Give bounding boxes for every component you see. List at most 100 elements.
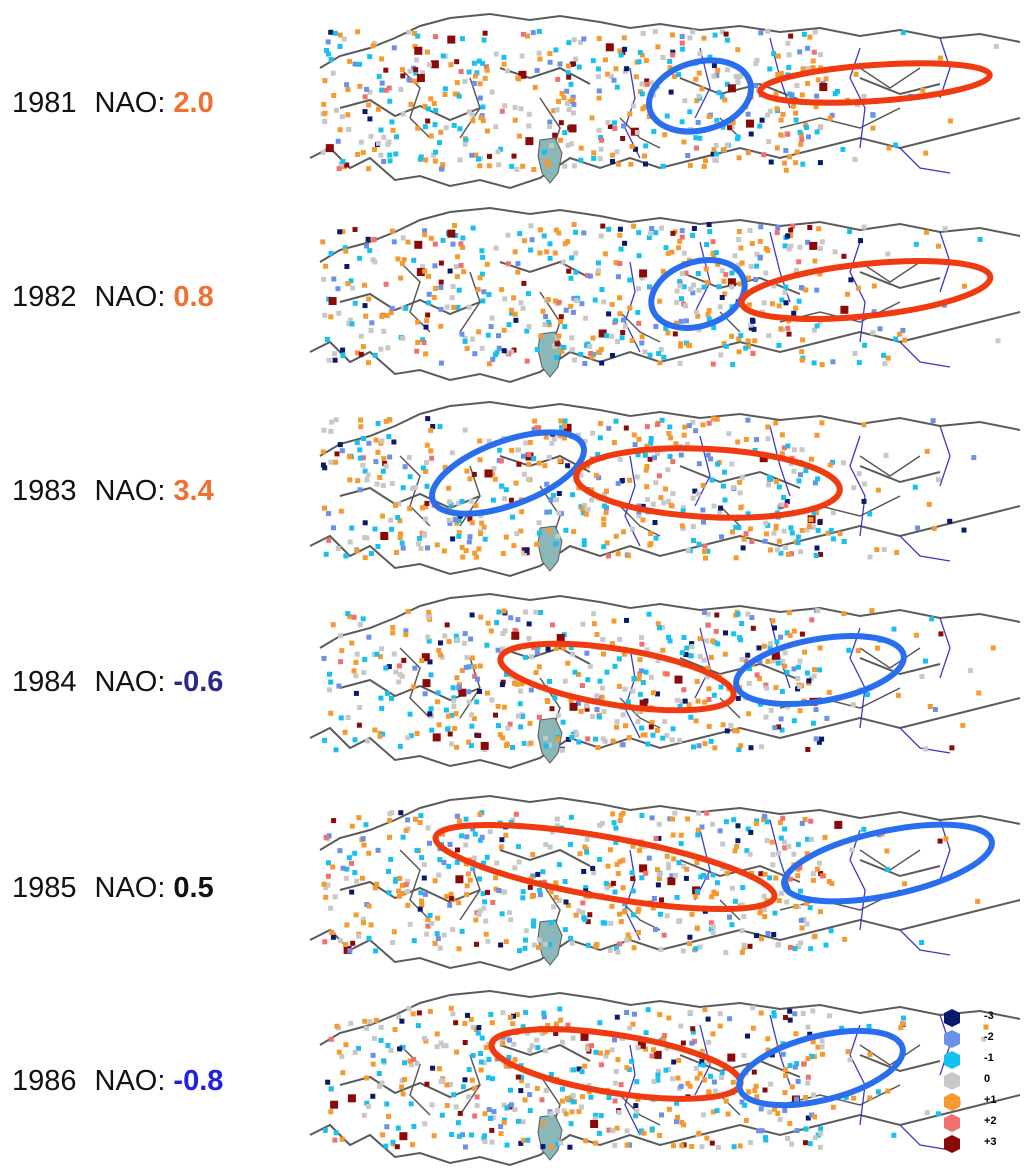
station-marker	[444, 622, 450, 628]
station-marker	[761, 817, 766, 823]
station-marker	[335, 546, 341, 551]
station-marker	[705, 622, 711, 628]
station-marker	[580, 1032, 589, 1041]
station-marker	[919, 674, 925, 679]
station-marker	[395, 256, 401, 262]
station-marker	[364, 86, 370, 92]
station-marker	[450, 685, 456, 691]
station-marker	[745, 417, 751, 423]
station-marker	[472, 550, 478, 556]
station-marker	[462, 78, 468, 84]
station-marker	[435, 690, 441, 696]
station-marker	[546, 454, 552, 460]
station-marker	[414, 57, 420, 63]
station-marker	[642, 452, 648, 458]
station-marker	[550, 622, 555, 628]
station-marker	[773, 420, 779, 426]
station-marker	[725, 67, 730, 73]
station-marker	[328, 251, 334, 256]
station-marker	[438, 279, 444, 285]
station-marker	[689, 911, 695, 917]
station-marker	[363, 1025, 369, 1031]
station-marker	[749, 870, 755, 876]
station-marker	[666, 634, 672, 640]
station-marker	[731, 817, 737, 823]
station-marker	[677, 279, 683, 285]
station-marker	[523, 1009, 529, 1015]
station-marker	[670, 832, 676, 838]
station-marker	[554, 823, 560, 829]
station-marker	[692, 488, 698, 494]
station-marker	[373, 1017, 379, 1023]
station-marker	[649, 1126, 655, 1132]
station-marker	[827, 1013, 832, 1019]
station-marker	[782, 243, 788, 249]
station-marker	[597, 857, 603, 862]
station-marker	[798, 940, 804, 946]
station-marker	[523, 440, 529, 446]
station-marker	[396, 663, 402, 669]
station-marker	[704, 665, 710, 671]
station-marker	[590, 714, 595, 719]
station-marker	[469, 723, 475, 729]
station-marker	[693, 718, 699, 724]
station-marker	[614, 1014, 620, 1020]
station-marker	[322, 78, 328, 84]
station-marker	[737, 479, 743, 485]
station-marker	[730, 362, 736, 367]
station-marker	[364, 1100, 370, 1106]
station-marker	[602, 251, 608, 257]
station-marker	[747, 666, 753, 672]
station-marker	[575, 432, 581, 438]
station-marker	[739, 928, 745, 934]
station-marker	[525, 1083, 531, 1088]
station-marker	[337, 848, 343, 854]
station-marker	[459, 668, 465, 673]
station-marker	[702, 543, 708, 549]
station-marker	[435, 915, 441, 921]
station-marker	[405, 239, 411, 245]
station-marker	[499, 483, 505, 489]
station-marker	[622, 686, 628, 692]
station-marker	[447, 268, 453, 274]
station-marker	[636, 676, 642, 682]
station-marker	[526, 621, 532, 627]
station-marker	[530, 30, 536, 36]
station-marker	[862, 342, 868, 348]
station-marker	[439, 1112, 445, 1118]
station-marker	[685, 547, 691, 553]
station-marker	[440, 237, 446, 243]
station-marker	[525, 476, 531, 482]
station-marker	[566, 902, 571, 908]
station-marker	[501, 704, 507, 710]
station-marker	[644, 484, 650, 490]
station-marker	[689, 644, 695, 650]
station-marker	[636, 930, 641, 935]
station-marker	[401, 257, 407, 263]
station-marker	[378, 695, 384, 701]
station-marker	[795, 534, 801, 540]
station-marker	[547, 509, 552, 515]
station-marker	[738, 245, 744, 251]
station-marker	[706, 316, 712, 322]
station-marker	[447, 902, 453, 908]
station-marker	[373, 437, 379, 443]
station-marker	[702, 699, 708, 705]
station-marker	[576, 64, 582, 70]
warm-anomaly-ellipse	[432, 821, 778, 913]
station-marker	[430, 1065, 436, 1071]
station-marker	[537, 250, 543, 256]
station-marker	[362, 282, 367, 288]
station-marker	[754, 251, 760, 257]
station-marker	[785, 40, 791, 46]
station-marker	[614, 724, 619, 730]
station-marker	[360, 836, 366, 842]
station-marker	[621, 317, 626, 323]
station-marker	[585, 677, 591, 683]
station-marker	[466, 304, 472, 310]
station-marker	[796, 478, 802, 484]
station-marker	[582, 502, 588, 508]
station-marker	[492, 476, 498, 482]
station-marker	[474, 1103, 480, 1109]
station-marker	[746, 711, 752, 717]
